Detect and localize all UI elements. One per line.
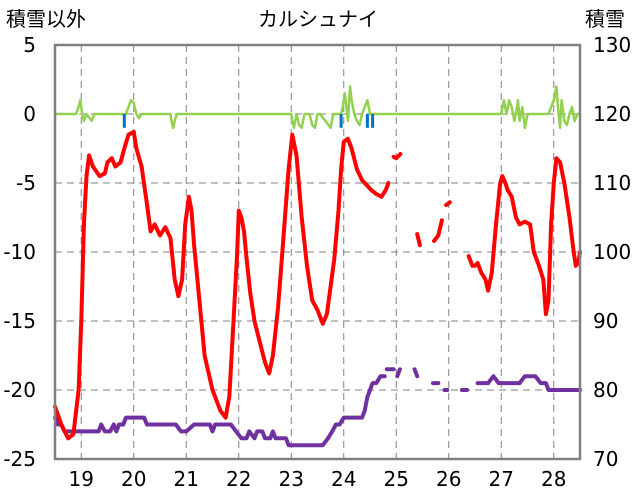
x-tick-label: 26 [436,467,461,491]
x-tick-label: 19 [69,467,94,491]
precipitation-bar [122,114,126,128]
x-tick-label: 21 [174,467,199,491]
snow-depth-line-segment [53,374,387,448]
series-layer [53,85,582,448]
chart-title: カルシュナイ [258,7,378,31]
y-left-tick-label: -10 [3,240,36,264]
precipitation-bar [371,114,375,128]
y-right-tick-label: 70 [593,447,618,471]
x-tick-label: 24 [331,467,356,491]
x-tick-label: 23 [279,467,304,491]
snow-depth-line-segment [395,367,402,379]
temperature-line-segment [444,200,452,208]
y-right-tick-label: 100 [593,240,631,264]
y-right-tick-label: 120 [593,102,631,126]
temperature-line-segment [432,218,444,243]
temperature-line-segment [53,129,391,441]
y-right-tick-label: 130 [593,33,631,57]
y-left-tick-label: -5 [16,171,36,195]
x-tick-label: 27 [489,467,514,491]
y-left-tick-label: 5 [23,33,36,57]
precipitation-bar [365,114,369,128]
y-left-tick-label: 0 [23,102,36,126]
x-tick-label: 20 [121,467,146,491]
temperature-line-segment [466,254,475,268]
plot-frame [53,43,582,461]
snow-depth-line-segment [412,367,420,379]
temperature-line-segment [391,152,403,161]
left-axis-label: 積雪以外 [6,7,86,31]
y-left-tick-label: -15 [3,309,36,333]
temperature-line-segment [415,232,422,248]
y-left-ticks: 5 0 -5 -10 -15 -20 -25 [3,33,36,471]
y-right-tick-label: 110 [593,171,631,195]
y-right-tick-label: 80 [593,378,618,402]
temperature-line-segment [473,156,582,317]
x-tick-label: 28 [541,467,566,491]
wind-line-segment [53,85,582,130]
x-tick-label: 25 [384,467,409,491]
y-right-tick-label: 90 [593,309,618,333]
right-axis-label: 積雪 [585,7,625,31]
y-left-tick-label: -25 [3,447,36,471]
precipitation-bar [339,114,343,128]
x-tick-label: 22 [226,467,251,491]
snow-depth-line-segment [475,374,582,392]
x-ticks: 19 20 21 22 23 24 25 26 27 28 [69,467,567,491]
y-right-ticks: 130 120 110 100 90 80 70 [593,33,631,471]
y-left-tick-label: -20 [3,378,36,402]
